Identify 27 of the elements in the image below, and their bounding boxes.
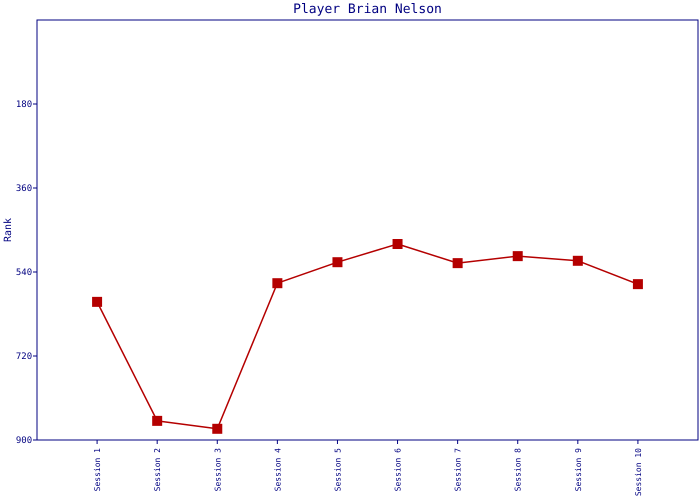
point: [512, 251, 523, 262]
point: [212, 424, 222, 434]
y-tick-label: 180: [16, 100, 32, 110]
chart-title: Player Brian Nelson: [293, 2, 442, 17]
point: [572, 256, 583, 266]
x-tick-label: Session 10: [634, 448, 643, 496]
y-tick-label: 360: [16, 184, 32, 194]
point: [332, 257, 342, 268]
x-tick-label: Session 8: [514, 448, 523, 492]
x-tick-label: Session 7: [454, 448, 463, 492]
x-tick-label: Session 3: [213, 448, 222, 492]
point: [632, 279, 643, 290]
y-tick-label: 720: [16, 352, 32, 362]
x-tick-label: Session 1: [93, 448, 102, 492]
point: [152, 416, 162, 426]
point: [452, 258, 463, 268]
point: [92, 296, 102, 307]
x-tick-label: Session 4: [273, 448, 282, 492]
x-tick-label: Session 6: [394, 448, 403, 492]
x-tick-label: Session 5: [333, 448, 342, 492]
y-tick-label: 900: [16, 436, 32, 446]
x-tick-label: Session 9: [574, 448, 583, 492]
point: [272, 278, 282, 288]
x-tick-label: Session 2: [153, 448, 162, 492]
y-axis-title: Rank: [3, 218, 14, 242]
y-tick-label: 540: [16, 268, 32, 278]
point: [392, 239, 403, 249]
